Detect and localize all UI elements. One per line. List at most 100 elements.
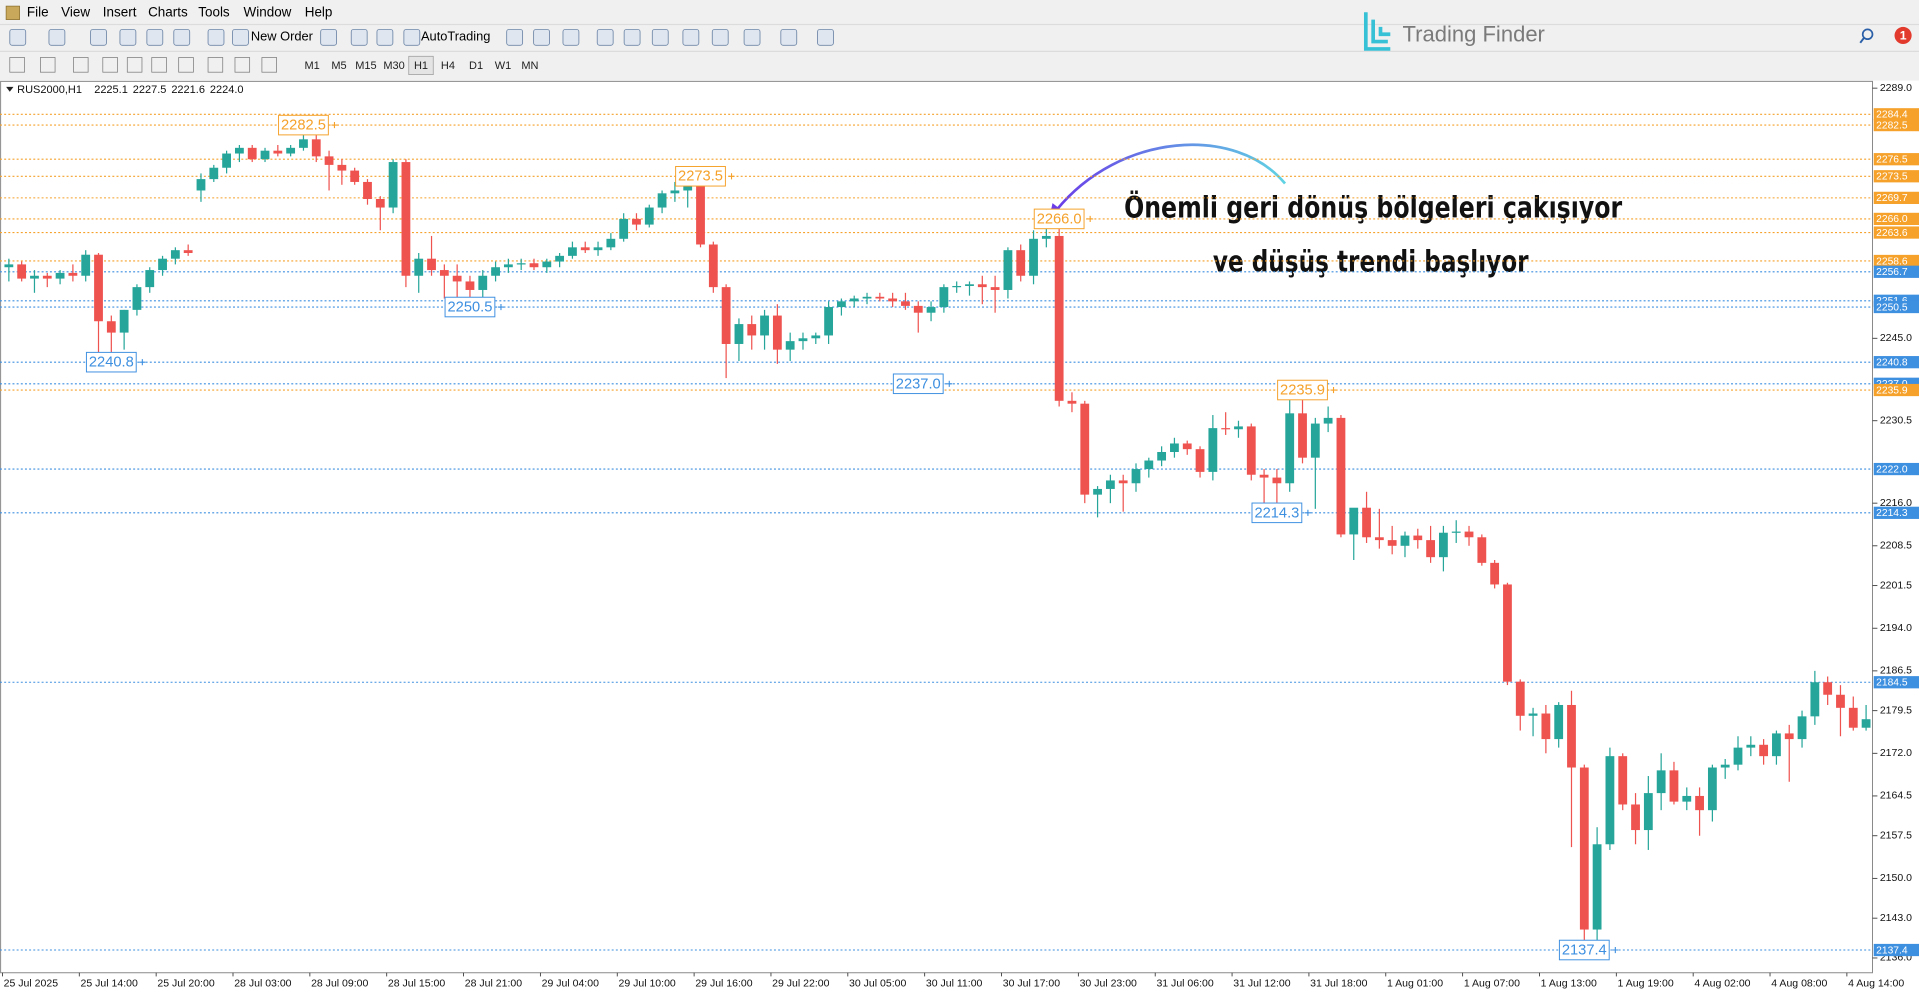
toolbar-icon[interactable] bbox=[403, 28, 421, 46]
toolbar-icon[interactable] bbox=[376, 28, 394, 46]
x-tick-label: 25 Jul 2025 bbox=[4, 978, 59, 990]
level-axis-box bbox=[1873, 108, 1919, 121]
candle-body bbox=[772, 315, 782, 350]
level-axis-label: 2250.5 bbox=[1876, 302, 1908, 313]
toolbar-icon[interactable] bbox=[623, 28, 641, 46]
timeframe-active bbox=[408, 55, 434, 76]
timeframe-button[interactable]: D1 bbox=[469, 60, 483, 72]
candle-body bbox=[721, 287, 731, 344]
candle-body bbox=[465, 281, 475, 290]
y-tick-label: 2245.0 bbox=[1880, 332, 1912, 344]
candle-body bbox=[1272, 477, 1282, 484]
drawing-tool-icon[interactable] bbox=[9, 57, 25, 73]
timeframe-button[interactable]: M5 bbox=[331, 60, 346, 72]
candle-body bbox=[55, 272, 65, 279]
toolbar-icon[interactable] bbox=[207, 28, 225, 46]
timeframe-button[interactable]: M30 bbox=[383, 60, 404, 72]
drawing-tool-icon[interactable] bbox=[207, 57, 224, 73]
candle-body bbox=[862, 296, 872, 299]
drawing-tool-icon[interactable] bbox=[126, 57, 143, 73]
toolbar-icon[interactable] bbox=[146, 28, 164, 46]
plot-area bbox=[0, 113, 1873, 951]
toolbar-icon[interactable] bbox=[562, 28, 580, 46]
notification-badge[interactable] bbox=[1894, 26, 1912, 45]
menu-item[interactable]: File bbox=[27, 4, 49, 19]
toolbar-icon[interactable] bbox=[48, 28, 66, 46]
toolbar-icon[interactable] bbox=[119, 28, 137, 46]
drawing-tool-icon[interactable] bbox=[234, 57, 251, 73]
candle-body bbox=[1259, 474, 1269, 478]
candle-body bbox=[811, 335, 821, 339]
candle-body bbox=[1118, 480, 1128, 484]
menu-item[interactable]: Tools bbox=[198, 4, 230, 19]
toolbar-icon[interactable] bbox=[320, 28, 337, 46]
menu-item[interactable]: Charts bbox=[148, 4, 188, 19]
level-axis-box bbox=[1873, 226, 1919, 239]
menu-item[interactable]: Help bbox=[305, 4, 333, 19]
chart-menu-triangle[interactable] bbox=[6, 86, 14, 92]
toolbar-icon[interactable] bbox=[232, 28, 249, 46]
candle-body bbox=[427, 258, 436, 271]
drawing-tool-icon[interactable] bbox=[261, 57, 277, 73]
candle-body bbox=[1349, 507, 1359, 535]
toolbar-icon[interactable] bbox=[711, 28, 729, 46]
candle-body bbox=[401, 162, 411, 276]
toolbar-icon[interactable] bbox=[780, 28, 798, 46]
candle-body bbox=[42, 275, 52, 279]
timeframe-button[interactable]: M15 bbox=[355, 60, 376, 72]
toolbar-button[interactable]: New Order bbox=[251, 29, 314, 44]
chart-symbol: RUS2000,H1 bbox=[17, 84, 82, 96]
level-tag-box bbox=[278, 114, 329, 136]
candle-body bbox=[1554, 704, 1564, 740]
app-icon bbox=[5, 5, 20, 20]
toolbar-icon[interactable] bbox=[596, 28, 614, 46]
timeframe-button[interactable]: H1 bbox=[414, 60, 428, 72]
level-axis-label: 2137.4 bbox=[1876, 945, 1908, 956]
candle-body bbox=[1836, 694, 1845, 708]
toolbar-icon[interactable] bbox=[533, 28, 550, 46]
drawing-tool-icon[interactable] bbox=[102, 57, 118, 73]
candle-body bbox=[696, 184, 705, 245]
menu-item[interactable]: View bbox=[61, 4, 90, 19]
y-tick-label: 2230.5 bbox=[1880, 415, 1912, 427]
candle-body bbox=[901, 301, 910, 306]
drawing-tool-icon[interactable] bbox=[73, 57, 89, 73]
toolbar-icon[interactable] bbox=[90, 28, 107, 46]
toolbar-icon[interactable] bbox=[651, 28, 669, 46]
candle-body bbox=[1400, 535, 1410, 546]
candle-body bbox=[1682, 795, 1692, 802]
candle-body bbox=[1797, 716, 1807, 740]
menu-item[interactable]: Insert bbox=[103, 4, 137, 19]
candle-body bbox=[1695, 795, 1704, 811]
level-tag-cross bbox=[728, 173, 735, 180]
candle-body bbox=[119, 309, 129, 333]
toolbar-icon[interactable] bbox=[9, 28, 27, 46]
level-axis-label: 2266.0 bbox=[1876, 214, 1908, 225]
timeframe-button[interactable]: W1 bbox=[495, 60, 512, 72]
candle-body bbox=[1759, 744, 1769, 757]
timeframe-button[interactable]: MN bbox=[521, 60, 538, 72]
toolbar-icon[interactable] bbox=[350, 28, 368, 46]
candle-body bbox=[580, 247, 590, 251]
toolbar-icon[interactable] bbox=[817, 28, 834, 46]
level-tag-label: 2137.4 bbox=[1562, 942, 1607, 958]
y-tick-label: 2164.5 bbox=[1880, 790, 1912, 802]
level-tag-label: 2282.5 bbox=[281, 118, 326, 134]
toolbar-button[interactable]: AutoTrading bbox=[421, 29, 490, 44]
level-tag-cross bbox=[497, 303, 505, 311]
drawing-tool-icon[interactable] bbox=[40, 57, 56, 73]
menu-item[interactable]: Window bbox=[244, 4, 292, 19]
toolbar-icon[interactable] bbox=[743, 28, 761, 46]
x-tick-label: 4 Aug 14:00 bbox=[1848, 978, 1904, 990]
timeframe-button[interactable]: H4 bbox=[441, 60, 455, 72]
toolbar-icon[interactable] bbox=[506, 28, 524, 46]
drawing-tool-icon[interactable] bbox=[151, 57, 167, 73]
timeframe-button[interactable]: M1 bbox=[304, 60, 319, 72]
toolbar-icon[interactable] bbox=[682, 28, 700, 46]
drawing-tool-icon[interactable] bbox=[178, 57, 194, 73]
toolbar-icon[interactable] bbox=[173, 28, 191, 46]
search-icon[interactable] bbox=[1859, 28, 1874, 44]
candle-body bbox=[158, 258, 167, 271]
level-axis-label: 2276.5 bbox=[1876, 155, 1908, 166]
candle-body bbox=[1182, 443, 1192, 450]
